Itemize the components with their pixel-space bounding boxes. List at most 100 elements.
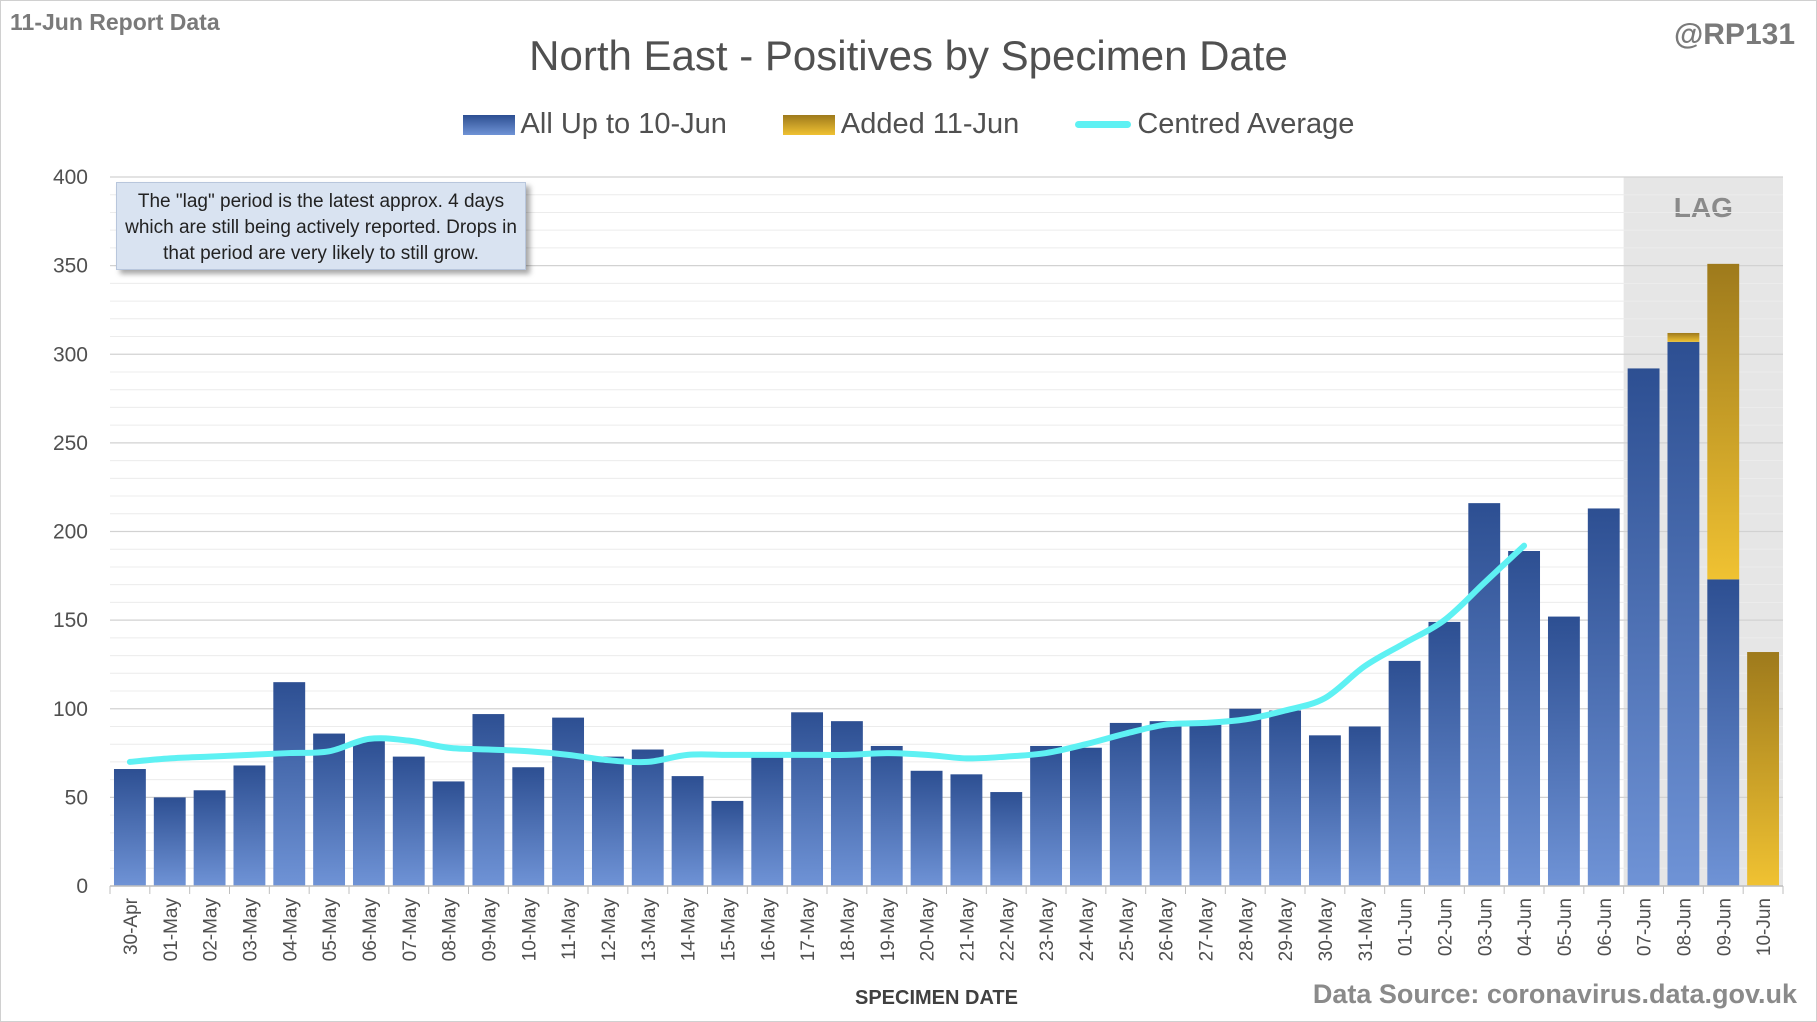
x-tick-label: 02-May <box>201 898 222 962</box>
legend-swatch-line <box>1075 121 1132 128</box>
bar-all-up-to <box>791 712 824 886</box>
data-source-note: Data Source: coronavirus.data.gov.uk <box>1312 979 1797 1009</box>
x-tick-label: 17-May <box>798 898 819 962</box>
x-tick-label: 16-May <box>758 898 779 962</box>
y-tick-label: 0 <box>76 875 88 898</box>
bar-all-up-to <box>671 776 704 886</box>
x-tick-label: 03-May <box>240 898 261 962</box>
bar-all-up-to <box>1308 735 1341 886</box>
legend-item-all-up-to: All Up to 10-Jun <box>462 108 727 141</box>
x-tick-label: 07-Jun <box>1635 898 1656 956</box>
bar-all-up-to <box>193 790 226 886</box>
bar-all-up-to <box>472 714 505 886</box>
centred-average-line <box>126 542 1528 766</box>
bar-all-up-to <box>631 749 664 886</box>
x-tick-label: 10-May <box>519 898 540 962</box>
y-tick-label: 250 <box>53 432 88 455</box>
y-tick-label: 400 <box>53 166 88 189</box>
bar-added <box>1707 263 1740 580</box>
x-tick-label: 13-May <box>639 898 660 962</box>
bar-all-up-to <box>1348 726 1381 886</box>
bar-all-up-to <box>950 774 983 886</box>
x-tick-label: 30-May <box>1316 898 1337 962</box>
x-tick-label: 11-May <box>559 898 580 960</box>
x-tick-label: 12-May <box>599 898 620 962</box>
legend-item-added: Added 11-Jun <box>782 108 1020 141</box>
bar-all-up-to <box>591 756 624 886</box>
bar-all-up-to <box>1667 341 1700 886</box>
bar-all-up-to <box>830 721 863 886</box>
x-tick-label: 05-Jun <box>1555 898 1576 956</box>
bar-all-up-to <box>1149 721 1182 886</box>
bar-all-up-to <box>870 745 903 886</box>
bar-all-up-to <box>153 797 186 886</box>
x-tick-label: 08-May <box>440 898 461 962</box>
x-tick-label: 04-May <box>280 898 301 962</box>
bar-all-up-to <box>1508 550 1541 886</box>
x-tick-label: 19-May <box>878 898 899 962</box>
bar-all-up-to <box>1428 621 1461 886</box>
bar-all-up-to <box>1707 579 1740 886</box>
bar-all-up-to <box>352 740 385 886</box>
x-tick-label: 05-May <box>320 898 341 962</box>
chart-legend: All Up to 10-Jun Added 11-Jun Centred Av… <box>0 108 1817 141</box>
legend-swatch-gold <box>782 114 835 135</box>
legend-label-added: Added 11-Jun <box>840 108 1020 140</box>
x-tick-label: 09-May <box>479 898 500 962</box>
y-tick-label: 150 <box>53 609 88 632</box>
x-tick-label: 26-May <box>1157 898 1178 962</box>
bar-all-up-to <box>1388 660 1421 886</box>
bar-all-up-to <box>751 754 784 886</box>
bar-all-up-to <box>1547 616 1580 886</box>
x-tick-label: 23-May <box>1037 898 1058 962</box>
bar-all-up-to <box>432 781 465 886</box>
bar-all-up-to <box>233 765 266 886</box>
x-tick-label: 10-Jun <box>1754 898 1775 956</box>
bar-all-up-to <box>1189 724 1222 886</box>
bar-all-up-to <box>1109 722 1142 886</box>
bar-all-up-to <box>990 792 1023 886</box>
x-tick-label: 04-Jun <box>1515 898 1536 956</box>
x-tick-label: 30-Apr <box>121 897 142 955</box>
bar-all-up-to <box>1627 368 1660 886</box>
x-tick-label: 09-Jun <box>1714 898 1735 956</box>
chart-title: North East - Positives by Specimen Date <box>529 32 1288 79</box>
bar-all-up-to <box>552 717 585 886</box>
legend-label-all-up-to: All Up to 10-Jun <box>520 108 727 140</box>
bar-added <box>1667 332 1700 342</box>
x-tick-label: 24-May <box>1077 898 1098 962</box>
bar-all-up-to <box>113 769 146 886</box>
legend-label-average: Centred Average <box>1137 108 1355 140</box>
x-tick-label: 18-May <box>838 898 859 962</box>
x-tick-label: 01-May <box>161 898 182 962</box>
x-tick-label: 22-May <box>997 898 1018 962</box>
x-tick-label: 07-May <box>400 898 421 962</box>
x-tick-label: 15-May <box>718 898 739 962</box>
lag-explanation-callout: The "lag" period is the latest approx. 4… <box>116 182 526 270</box>
y-tick-label: 50 <box>65 786 88 809</box>
x-tick-label: 29-May <box>1276 898 1297 962</box>
y-tick-label: 100 <box>53 698 88 721</box>
x-tick-label: 06-Jun <box>1595 898 1616 956</box>
x-tick-label: 27-May <box>1196 898 1217 962</box>
bar-all-up-to <box>711 800 744 886</box>
bar-all-up-to <box>273 682 306 886</box>
bar-all-up-to <box>1468 503 1501 886</box>
x-tick-label: 02-Jun <box>1435 898 1456 956</box>
x-tick-label: 01-Jun <box>1396 898 1417 956</box>
bar-all-up-to <box>1587 508 1620 886</box>
x-axis-title: SPECIMEN DATE <box>855 987 1018 1009</box>
y-tick-label: 350 <box>53 255 88 278</box>
bar-all-up-to <box>910 770 943 886</box>
x-tick-label: 25-May <box>1117 898 1138 962</box>
bar-all-up-to <box>512 767 545 886</box>
bar-all-up-to <box>392 756 425 886</box>
x-tick-label: 21-May <box>957 898 978 962</box>
x-tick-label: 08-Jun <box>1674 898 1695 956</box>
x-tick-label: 03-Jun <box>1475 898 1496 956</box>
lag-label: LAG <box>1674 192 1733 223</box>
x-tick-label: 20-May <box>918 898 939 962</box>
x-tick-label: 06-May <box>360 898 381 962</box>
x-tick-label: 28-May <box>1236 898 1257 962</box>
